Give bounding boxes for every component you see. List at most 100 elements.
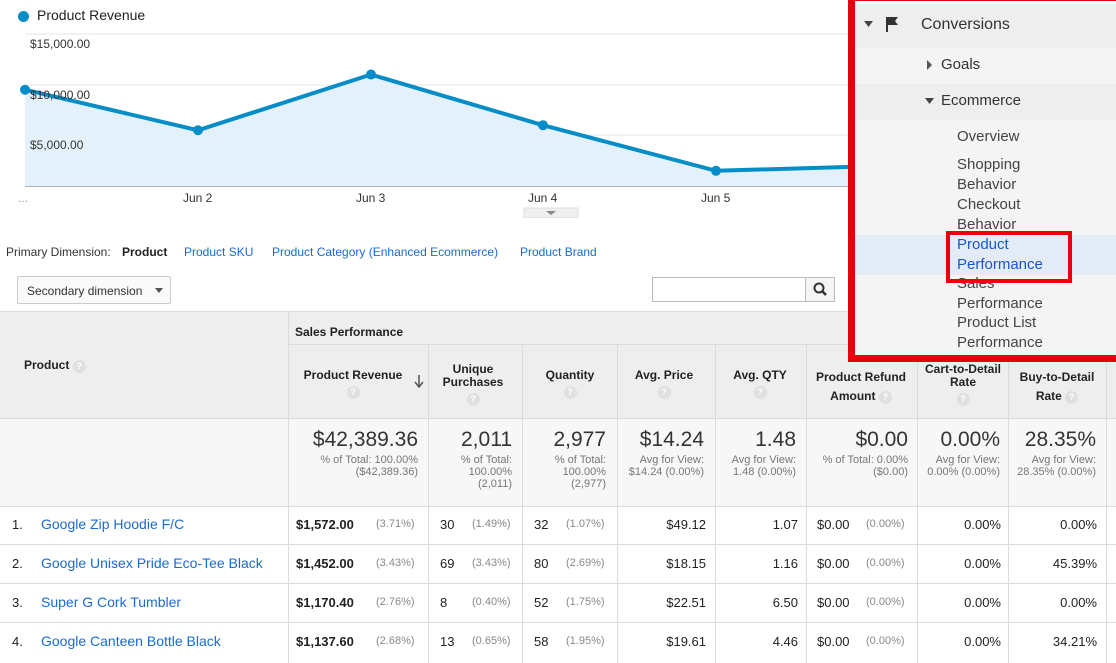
nav-checkout-behavior[interactable]: Checkout Behavior bbox=[957, 196, 1021, 231]
total-context: % of Total: 100.00% ($42,389.36) bbox=[320, 454, 418, 478]
column-header-avg-qty[interactable]: Avg. QTY? bbox=[733, 368, 787, 399]
unique-purchases-percent: (0.40%) bbox=[472, 596, 511, 608]
chart-legend: Product Revenue bbox=[18, 7, 145, 23]
nav-ecommerce-row[interactable] bbox=[850, 84, 1116, 120]
quantity-percent: (1.07%) bbox=[566, 518, 605, 530]
dimension-option-product[interactable]: Product bbox=[122, 245, 168, 259]
help-icon[interactable]: ? bbox=[346, 386, 360, 399]
avg-price-value: $22.51 bbox=[666, 595, 706, 610]
primary-dimension-label: Primary Dimension: bbox=[6, 245, 111, 259]
column-header-revenue[interactable]: Product Revenue? bbox=[303, 368, 403, 399]
legend-dot-icon bbox=[18, 10, 29, 22]
cart-to-detail-value: 0.00% bbox=[964, 517, 1001, 532]
highlight-frame bbox=[848, 0, 1116, 362]
avg-qty-value: 1.07 bbox=[772, 517, 798, 532]
nav-conversions[interactable]: Conversions bbox=[921, 16, 1010, 33]
quantity-value: 52 bbox=[534, 595, 549, 610]
refund-percent: (0.00%) bbox=[866, 635, 905, 647]
help-icon[interactable]: ? bbox=[753, 386, 767, 399]
column-header-cart-to-detail[interactable]: Cart-to-Detail Rate? bbox=[924, 362, 1001, 406]
nav-goals[interactable]: Goals bbox=[941, 56, 981, 73]
help-icon[interactable]: ? bbox=[878, 391, 892, 404]
cart-to-detail-value: 0.00% bbox=[964, 634, 1001, 649]
totals-row bbox=[0, 418, 1116, 506]
help-icon[interactable]: ? bbox=[1065, 391, 1079, 404]
total-context: % of Total: 0.00% ($0.00) bbox=[822, 454, 908, 478]
secondary-dimension-dropdown[interactable]: Secondary dimension bbox=[17, 276, 171, 304]
total-context: Avg for View: 28.35% (0.00%) bbox=[1017, 454, 1096, 478]
row-index: 3. bbox=[12, 595, 23, 610]
help-icon[interactable]: ? bbox=[466, 393, 480, 406]
nav-goals-row[interactable] bbox=[850, 48, 1116, 84]
nav-product-list-performance[interactable]: Product List Performance bbox=[957, 314, 1043, 351]
help-icon[interactable]: ? bbox=[657, 386, 671, 399]
unique-purchases-percent: (0.65%) bbox=[472, 635, 511, 647]
total-value: $14.24 bbox=[639, 428, 704, 451]
nav-overview[interactable]: Overview bbox=[957, 128, 1020, 145]
quantity-value: 80 bbox=[534, 556, 549, 571]
series-line bbox=[24, 72, 850, 173]
nav-product-performance[interactable]: Product Performance bbox=[957, 236, 1043, 273]
column-header-product[interactable]: Product ? bbox=[24, 358, 86, 373]
product-link[interactable]: Google Zip Hoodie F/C bbox=[41, 516, 185, 532]
caret-down-icon[interactable] bbox=[864, 20, 874, 28]
series-area bbox=[25, 74, 850, 186]
product-link[interactable]: Super G Cork Tumbler bbox=[41, 594, 182, 610]
data-point[interactable] bbox=[538, 120, 548, 131]
caret-right-icon[interactable] bbox=[926, 60, 932, 70]
product-link[interactable]: Google Canteen Bottle Black bbox=[41, 633, 221, 649]
revenue-value: $1,137.60 bbox=[296, 634, 354, 649]
revenue-percent: (3.71%) bbox=[376, 518, 415, 530]
refund-value: $0.00 bbox=[817, 595, 850, 610]
total-value: 0.00% bbox=[940, 428, 1000, 451]
quantity-value: 32 bbox=[534, 517, 549, 532]
product-link[interactable]: Google Unisex Pride Eco-Tee Black bbox=[41, 555, 263, 571]
y-tick-label: $10,000.00 bbox=[30, 88, 91, 102]
data-point[interactable] bbox=[20, 84, 30, 95]
nav-ecommerce[interactable]: Ecommerce bbox=[941, 92, 1022, 109]
refund-value: $0.00 bbox=[817, 634, 850, 649]
help-icon[interactable]: ? bbox=[563, 386, 577, 399]
total-value: 28.35% bbox=[1024, 428, 1096, 451]
search-button[interactable] bbox=[805, 277, 835, 302]
nav-shopping-behavior[interactable]: Shopping Behavior bbox=[957, 156, 1021, 193]
column-header-refund[interactable]: Product Refund Amount ? bbox=[816, 370, 906, 404]
data-point[interactable] bbox=[366, 69, 376, 80]
help-icon[interactable]: ? bbox=[72, 360, 86, 373]
total-value: 2,977 bbox=[553, 428, 606, 451]
total-context: Avg for View: $14.24 (0.00%) bbox=[628, 454, 704, 478]
revenue-percent: (2.68%) bbox=[376, 635, 415, 647]
quantity-value: 58 bbox=[534, 634, 549, 649]
cart-to-detail-value: 0.00% bbox=[964, 595, 1001, 610]
primary-dimension-bar: Primary Dimension: Product Product SKU P… bbox=[0, 242, 850, 264]
series-points bbox=[20, 69, 721, 176]
data-point[interactable] bbox=[711, 165, 721, 176]
nav-conversions-row[interactable] bbox=[850, 4, 1116, 48]
dimension-option-category[interactable]: Product Category (Enhanced Ecommerce) bbox=[272, 245, 499, 259]
column-header-quantity[interactable]: Quantity? bbox=[545, 368, 595, 399]
caret-down-icon[interactable] bbox=[925, 98, 935, 105]
refund-value: $0.00 bbox=[817, 556, 850, 571]
buy-to-detail-value: 0.00% bbox=[1060, 517, 1097, 532]
unique-purchases-value: 8 bbox=[440, 595, 448, 610]
quantity-percent: (2.69%) bbox=[566, 557, 605, 569]
quantity-percent: (1.75%) bbox=[566, 596, 605, 608]
dimension-option-sku[interactable]: Product SKU bbox=[184, 245, 254, 259]
column-header-buy-to-detail[interactable]: Buy-to-Detail Rate ? bbox=[1019, 370, 1095, 404]
legend-label: Product Revenue bbox=[37, 7, 146, 23]
refund-percent: (0.00%) bbox=[866, 596, 905, 608]
help-icon[interactable]: ? bbox=[956, 393, 970, 406]
total-value: 2,011 bbox=[461, 428, 512, 451]
chevron-down-icon bbox=[155, 288, 163, 293]
column-header-avg-price[interactable]: Avg. Price? bbox=[634, 368, 694, 399]
y-tick-label: $5,000.00 bbox=[30, 138, 84, 152]
table-search-input[interactable] bbox=[652, 277, 806, 302]
sort-arrow-down-icon[interactable] bbox=[413, 373, 425, 389]
total-context: % of Total: 100.00% (2,977) bbox=[554, 454, 606, 490]
data-point[interactable] bbox=[193, 125, 203, 136]
total-context: Avg for View: 1.48 (0.00%) bbox=[731, 454, 796, 478]
dimension-option-brand[interactable]: Product Brand bbox=[520, 245, 597, 259]
unique-purchases-percent: (3.43%) bbox=[472, 557, 511, 569]
column-header-unique-purchases[interactable]: Unique Purchases? bbox=[442, 362, 504, 406]
avg-qty-value: 4.46 bbox=[772, 634, 798, 649]
